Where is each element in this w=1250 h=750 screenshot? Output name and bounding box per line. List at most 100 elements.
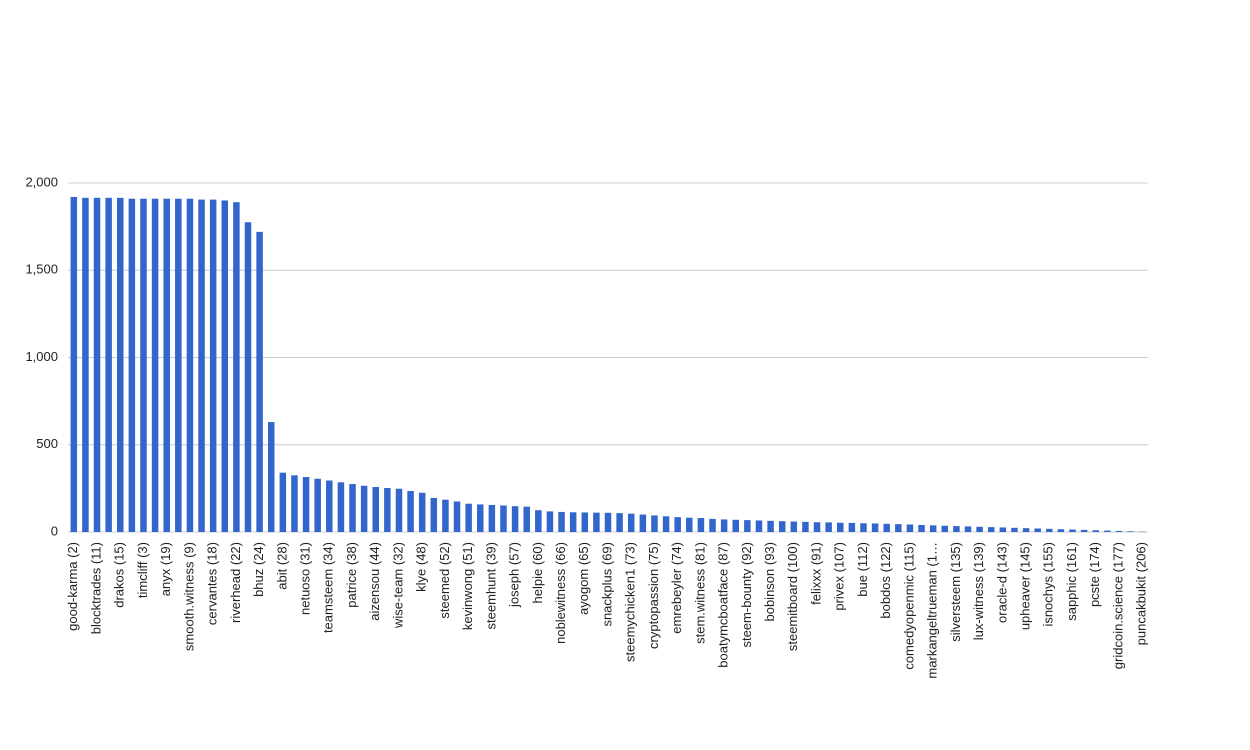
x-tick-label: privex (107) [832, 542, 847, 611]
bar [337, 482, 345, 532]
x-tick-label: ayogom (65) [576, 542, 591, 615]
bar [906, 524, 914, 532]
bar [593, 512, 600, 532]
bar [848, 522, 856, 532]
x-tick-label: steemhunt (39) [483, 542, 498, 629]
bar [639, 514, 647, 532]
bar [604, 512, 612, 532]
bar [302, 477, 310, 532]
x-tick-label: riverhead (22) [228, 542, 243, 623]
x-tick-label: teamsteem (34) [321, 542, 336, 633]
x-tick-label: boatymcboatface (87) [716, 542, 731, 668]
bar [221, 200, 229, 532]
bar [662, 516, 670, 532]
bar [256, 231, 263, 533]
bar [871, 523, 879, 532]
bar [755, 520, 763, 532]
bar [1104, 530, 1111, 532]
bar [70, 196, 78, 532]
bar [546, 511, 554, 532]
bar [372, 486, 379, 532]
x-tick-label: markangeltrueman (1… [925, 542, 940, 679]
bar [883, 523, 890, 532]
x-tick-label: comedyopenmic (115) [901, 542, 916, 670]
x-tick-label: netuoso (31) [298, 542, 313, 615]
bar [349, 484, 356, 532]
bar [686, 517, 693, 532]
x-tick-label: lux-witness (139) [971, 542, 986, 640]
bar [1069, 529, 1076, 532]
x-tick-label: helpie (60) [530, 542, 545, 603]
bar [627, 513, 635, 532]
bar [558, 511, 565, 532]
bar [860, 523, 867, 532]
x-tick-label: gridcoin.science (177) [1110, 542, 1125, 669]
x-tick-label: snackplus (69) [599, 542, 614, 627]
bar [477, 504, 484, 532]
x-tick-label: pcste (174) [1087, 542, 1102, 607]
x-tick-label: blocktrades (11) [88, 542, 103, 634]
bar [244, 222, 252, 532]
bar [964, 526, 972, 532]
bar [1080, 529, 1088, 532]
bar [140, 198, 147, 532]
y-tick-label: 500 [36, 436, 58, 451]
x-tick-label: oracle-d (143) [994, 542, 1009, 623]
x-tick-label: bobdos (122) [878, 542, 893, 619]
bar [651, 515, 658, 532]
bar [709, 518, 716, 532]
x-tick-label: felixxx (91) [808, 542, 823, 605]
bar [105, 197, 112, 532]
bar [1022, 528, 1030, 532]
bar [697, 518, 705, 532]
y-tick-label: 0 [51, 523, 58, 538]
bar [163, 198, 170, 532]
x-tick-label: stem.witness (81) [692, 542, 707, 644]
bar [569, 512, 577, 532]
bar [279, 472, 287, 532]
bar [175, 198, 182, 532]
bar [732, 519, 739, 532]
bar [813, 522, 821, 532]
x-tick-label: abit (28) [274, 542, 289, 590]
bar [488, 504, 496, 532]
x-tick-label: patrice (38) [344, 542, 359, 608]
bar [360, 485, 368, 532]
bar [790, 521, 798, 532]
x-tick-label: emrebeyler (74) [669, 542, 684, 634]
bar [233, 202, 240, 532]
bar [511, 506, 519, 532]
y-tick-label: 1,000 [25, 349, 58, 364]
bar [895, 524, 902, 532]
bar [128, 198, 136, 532]
bar [929, 525, 937, 532]
bar [535, 510, 542, 532]
bar [384, 488, 391, 532]
bar [767, 520, 774, 532]
bar [976, 526, 983, 532]
bar [291, 475, 298, 532]
bar [1046, 528, 1053, 532]
x-tick-label: cryptopassion (75) [646, 542, 661, 649]
x-tick-label: bobinson (93) [762, 542, 777, 622]
bar [616, 513, 623, 532]
bar [953, 526, 960, 532]
bar [465, 503, 472, 532]
bar [581, 512, 589, 532]
bar [778, 521, 786, 532]
x-tick-label: isnochys (155) [1041, 542, 1056, 627]
x-tick-label: steem-bounty (92) [739, 542, 754, 648]
x-tick-label: drakos (15) [112, 542, 127, 608]
x-tick-label: good-karma (2) [65, 542, 80, 631]
bar [1057, 529, 1065, 532]
x-tick-label: cervantes (18) [205, 542, 220, 625]
x-tick-label: timcliff (3) [135, 542, 150, 598]
bar [1011, 527, 1018, 532]
x-tick-label: puncakbukit (206) [1134, 542, 1149, 645]
bar [744, 520, 751, 532]
bar [999, 527, 1007, 532]
bar [267, 422, 275, 532]
x-tick-label: steemitboard (100) [785, 542, 800, 651]
bar [430, 497, 438, 532]
